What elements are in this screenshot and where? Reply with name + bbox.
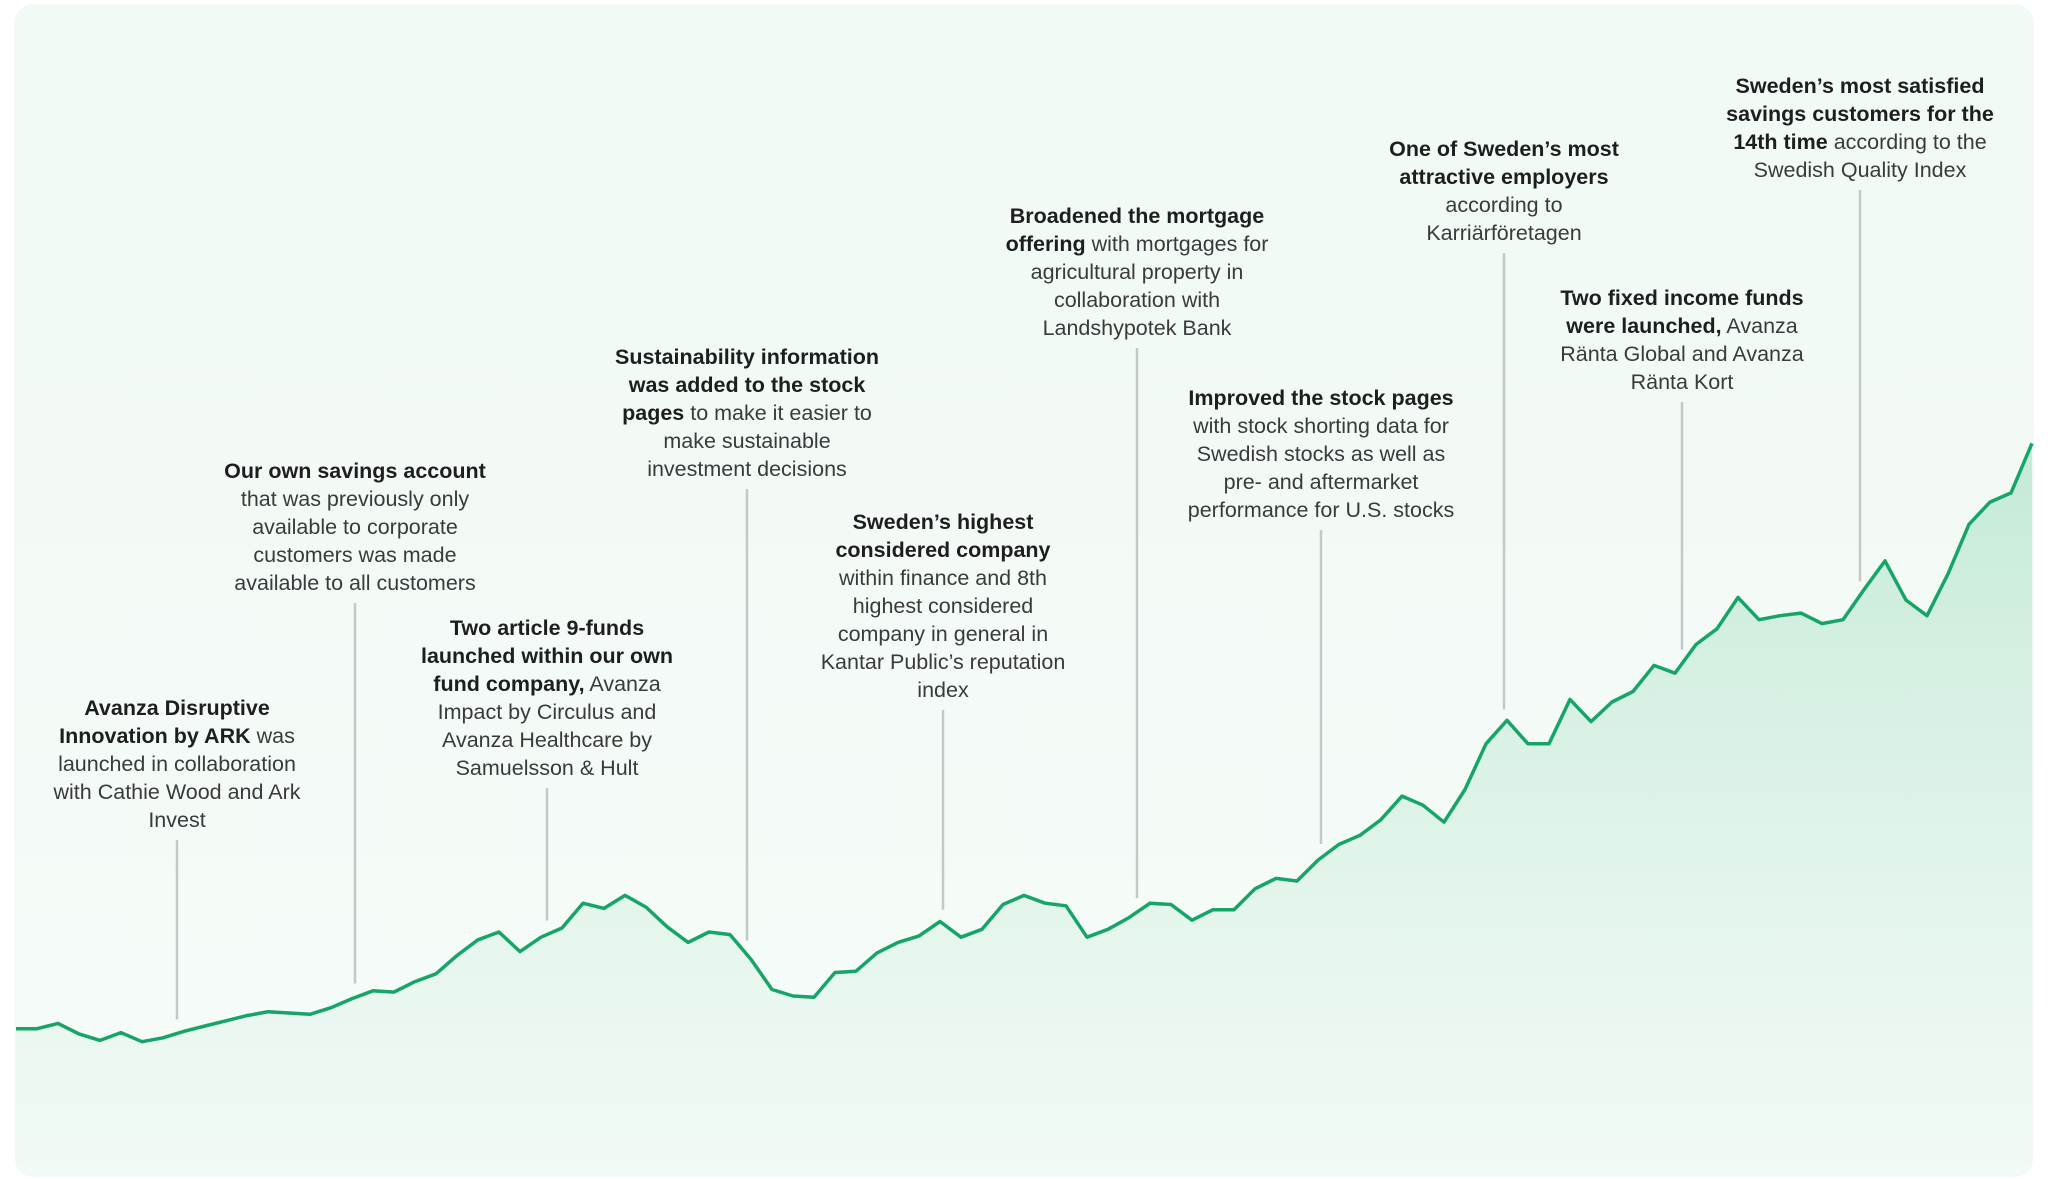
annotation: Sustainability information was added to … — [612, 343, 882, 483]
annotation-bold: Two article 9-funds launched within our … — [420, 616, 674, 696]
annotation: Two article 9-funds launched within our … — [412, 614, 682, 782]
annotation-bold: Our own savings account — [224, 459, 486, 483]
annotation-bold: Broadened the mortgage offering — [1005, 204, 1265, 256]
annotation-bold: One of Sweden’s most attractive employer… — [1389, 137, 1619, 189]
annotation: Our own savings account that was previou… — [220, 457, 490, 597]
annotation-bold: Improved the stock pages — [1188, 386, 1454, 410]
annotation-text: within finance and 8th highest considere… — [820, 566, 1066, 702]
annotation: Improved the stock pages with stock shor… — [1186, 384, 1456, 524]
annotation-text: according to Karriärföretagen — [1426, 193, 1582, 245]
line — [16, 442, 2034, 1044]
annotation-text: Avanza Ränta Global and Avanza Ränta Kor… — [1560, 314, 1804, 394]
annotation-bold: Sweden’s highest considered company — [835, 510, 1051, 562]
annotation-bold: Two fixed income funds were launched, — [1560, 286, 1804, 338]
annotation-text: with stock shorting data for Swedish sto… — [1187, 414, 1455, 522]
annotation: Avanza Disruptive Innovation by ARK was … — [42, 694, 312, 834]
annotation-bold: Sweden’s most satisfied savings customer… — [1726, 74, 1994, 154]
annotation: Broadened the mortgage offering with mor… — [1002, 202, 1272, 342]
area — [16, 443, 2032, 1177]
annotation: Two fixed income funds were launched, Av… — [1547, 284, 1817, 396]
annotation-bold: Sustainability information was added to … — [615, 345, 879, 425]
annotation-text: to make it easier to make sustainable in… — [647, 401, 872, 481]
annotation-text: that was previously only available to co… — [234, 487, 476, 595]
chart — [16, 190, 2034, 1177]
annotation: Sweden’s most satisfied savings customer… — [1725, 72, 1995, 184]
annotation-bold: Avanza Disruptive Innovation by ARK — [59, 696, 270, 748]
annotation-text: was launched in collaboration with Cathi… — [53, 724, 301, 832]
annotation-text: Avanza Impact by Circulus and Avanza Hea… — [437, 672, 661, 780]
annotation-text: with mortgages for agricultural property… — [1030, 232, 1269, 340]
annotation-text: according to the Swedish Quality Index — [1753, 130, 1987, 182]
annotation: One of Sweden’s most attractive employer… — [1369, 135, 1639, 247]
chart-card: Avanza Disruptive Innovation by ARK was … — [14, 4, 2034, 1177]
annotation: Sweden’s highest considered company with… — [808, 508, 1078, 704]
